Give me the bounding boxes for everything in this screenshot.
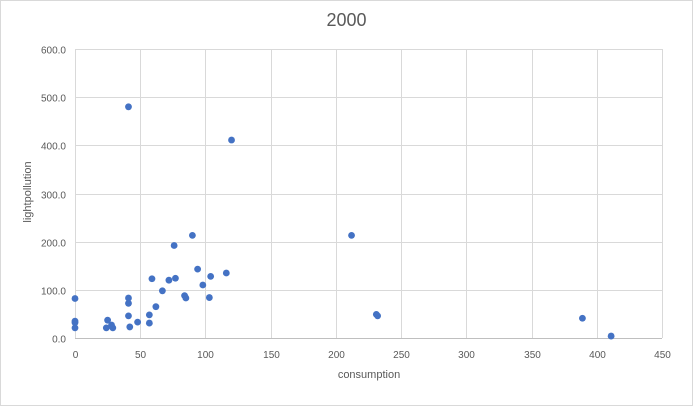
y-axis-title: lightpollution [22,161,34,222]
data-point [172,274,179,282]
gridlines [75,49,663,339]
data-point [145,311,153,319]
data-point [134,318,142,326]
x-tick-label: 350 [524,350,541,361]
data-point [158,287,166,295]
data-point [71,295,79,302]
data-point [71,324,79,332]
data-point [125,294,132,302]
data-point [125,312,132,320]
data-point [207,272,215,280]
x-axis-title: consumption [338,369,400,381]
data-point [152,303,160,311]
data-point [607,332,615,340]
data-point [125,299,132,307]
x-tick-label: 100 [197,350,214,361]
x-tick-label: 0 [73,350,79,361]
data-point [148,275,156,283]
chart-title: 2000 [326,10,367,30]
data-point [109,324,117,332]
y-tick-label: 300.0 [41,191,66,202]
data-point [125,103,132,111]
data-point [165,276,173,284]
data-point [182,294,190,302]
y-tick-label: 500.0 [41,94,66,105]
y-tick-label: 400.0 [41,142,66,153]
data-points [71,103,615,340]
data-point [189,232,196,239]
x-tick-label: 300 [458,350,475,361]
y-axis-tick-labels: 0.0 100.0 200.0 300.0 400.0 500.0 600.0 [41,46,66,346]
data-point [579,314,586,322]
data-point [71,319,79,326]
x-axis-tick-labels: 0 50 100 150 200 250 300 350 400 450 [73,350,672,361]
x-tick-label: 150 [263,350,280,361]
data-point [102,324,110,332]
data-point [205,294,213,301]
y-tick-label: 200.0 [41,239,66,250]
data-point [194,265,202,273]
y-tick-label: 600.0 [41,46,66,57]
data-point [228,136,235,144]
y-tick-label: 100.0 [41,287,66,298]
x-tick-label: 250 [393,350,410,361]
data-point [126,323,134,331]
data-point [145,319,153,327]
x-tick-label: 400 [589,350,606,361]
data-point [348,232,355,239]
data-point [199,281,207,289]
data-point [104,316,112,324]
x-tick-label: 50 [135,350,147,361]
data-point [374,312,382,320]
data-point [170,242,178,249]
x-tick-label: 200 [328,350,345,361]
y-tick-label: 0.0 [52,335,66,346]
x-tick-label: 450 [654,350,671,361]
data-point [222,269,230,277]
